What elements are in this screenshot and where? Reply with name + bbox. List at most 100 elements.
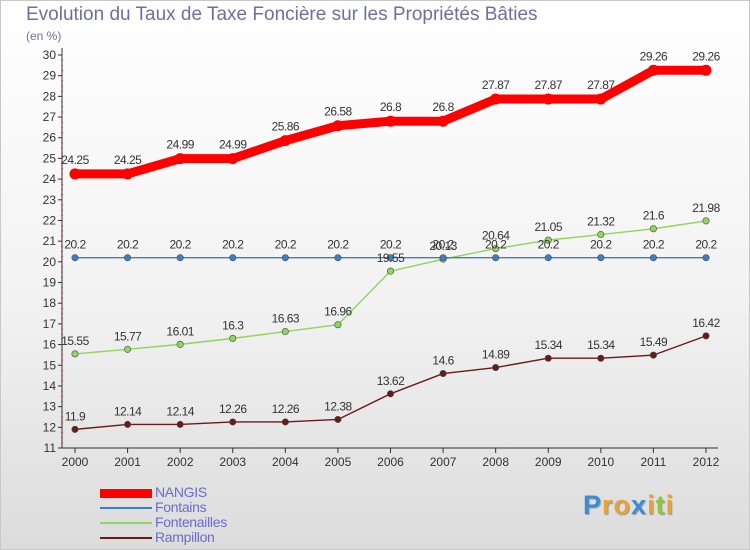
data-label-fontains: 20.2: [222, 238, 244, 252]
data-point-rampillon: [597, 354, 605, 362]
y-tick-label: 20: [43, 255, 57, 269]
data-point-nangis: [174, 153, 186, 165]
data-point-nangis: [647, 64, 659, 76]
chart-title: Evolution du Taux de Taxe Foncière sur l…: [26, 4, 538, 25]
data-point-fontenailles: [649, 225, 657, 233]
data-point-nangis: [122, 168, 134, 180]
y-tick-label: 24: [43, 172, 57, 186]
data-point-nangis: [490, 93, 502, 105]
brand-letter: i: [647, 490, 656, 520]
data-label-rampillon: 15.34: [587, 338, 615, 352]
data-point-rampillon: [229, 418, 237, 426]
data-label-fontenailles: 20.13: [429, 239, 457, 253]
y-tick-label: 11: [44, 441, 57, 455]
data-point-fontains: [176, 254, 184, 262]
data-label-rampillon: 11.9: [65, 409, 86, 423]
data-label-rampillon: 13.62: [377, 374, 405, 388]
data-point-fontains: [597, 254, 605, 262]
data-label-nangis: 29.26: [640, 49, 668, 63]
data-label-nangis: 26.8: [380, 100, 402, 114]
data-label-rampillon: 16.42: [692, 316, 720, 330]
data-label-rampillon: 12.38: [324, 399, 352, 413]
legend-label-rampillon: Rampillon: [155, 529, 215, 545]
data-point-fontenailles: [544, 236, 552, 244]
brand-logo: Proxiti: [583, 490, 674, 521]
x-tick-label: 2004: [272, 455, 299, 469]
y-tick-label: 17: [43, 317, 57, 331]
x-tick-label: 2005: [325, 455, 352, 469]
x-tick-label: 2008: [482, 455, 509, 469]
data-point-fontains: [229, 254, 237, 262]
data-point-fontenailles: [281, 328, 289, 336]
data-point-rampillon: [649, 351, 657, 359]
data-point-fontains: [492, 254, 500, 262]
data-label-nangis: 24.25: [114, 153, 142, 167]
brand-letter: P: [583, 490, 603, 520]
data-point-nangis: [595, 93, 607, 105]
data-label-nangis: 25.86: [272, 120, 300, 134]
data-point-nangis: [437, 115, 449, 127]
data-point-nangis: [279, 135, 291, 147]
data-label-fontains: 20.2: [327, 238, 349, 252]
data-label-fontains: 20.2: [643, 238, 665, 252]
data-label-rampillon: 14.6: [432, 354, 454, 368]
data-point-nangis: [227, 153, 239, 165]
y-tick-label: 19: [43, 276, 57, 290]
chart-subtitle: (en %): [26, 29, 62, 43]
data-point-fontenailles: [334, 321, 342, 329]
data-point-rampillon: [71, 425, 79, 433]
x-tick-label: 2003: [219, 455, 246, 469]
data-point-fontains: [124, 254, 132, 262]
y-tick-label: 25: [43, 151, 57, 165]
y-tick-label: 18: [43, 296, 57, 310]
x-tick-label: 2002: [167, 455, 194, 469]
x-tick-label: 2010: [587, 455, 614, 469]
data-label-fontenailles: 15.77: [114, 329, 142, 343]
legend-label-nangis: NANGIS: [155, 484, 207, 500]
axes: 11 12 13 14 15 16 17 18 19 20 21 22 23 24 25 26 27 28 29 30…: [43, 48, 720, 469]
data-labels-layer: 11.9 12.14 12.14 12.26 12.26 12.38 13.62 14.6 14…: [61, 49, 721, 423]
y-tick-label: 26: [43, 131, 57, 145]
data-label-fontenailles: 21.32: [587, 215, 615, 229]
data-label-fontains: 20.2: [117, 238, 139, 252]
y-tick-label: 15: [43, 358, 57, 372]
data-point-fontains: [439, 254, 447, 262]
data-point-fontenailles: [124, 345, 132, 353]
data-label-rampillon: 15.34: [534, 338, 562, 352]
y-tick-label: 14: [43, 379, 57, 393]
legend-swatch-fontenailles: [100, 522, 152, 524]
data-label-fontains: 20.2: [169, 238, 191, 252]
y-tick-label: 13: [43, 400, 57, 414]
data-point-rampillon: [124, 420, 132, 428]
data-label-fontenailles: 21.98: [692, 201, 720, 215]
data-point-fontenailles: [386, 267, 394, 275]
data-label-nangis: 27.87: [587, 78, 615, 92]
data-point-nangis: [69, 168, 81, 180]
series-layer: [69, 64, 712, 433]
data-label-rampillon: 12.26: [272, 402, 300, 416]
data-label-fontenailles: 20.64: [482, 229, 510, 243]
data-point-rampillon: [176, 420, 184, 428]
y-tick-label: 12: [43, 420, 57, 434]
data-label-fontenailles: 21.6: [643, 209, 665, 223]
legend-swatch-rampillon: [100, 537, 152, 539]
x-tick-label: 2011: [641, 455, 667, 469]
x-tick-label: 2000: [62, 455, 89, 469]
data-point-rampillon: [702, 332, 710, 340]
data-point-fontenailles: [229, 334, 237, 342]
data-label-fontains: 20.2: [695, 238, 717, 252]
data-point-fontains: [386, 254, 394, 262]
data-point-fontains: [334, 254, 342, 262]
data-point-nangis: [700, 64, 712, 76]
legend-swatch-nangis: [100, 488, 152, 498]
data-label-fontains: 20.2: [590, 238, 612, 252]
x-tick-label: 2009: [535, 455, 562, 469]
data-point-fontains: [71, 254, 79, 262]
data-point-fontenailles: [71, 350, 79, 358]
data-point-fontenailles: [702, 217, 710, 225]
data-label-nangis: 26.8: [432, 100, 454, 114]
data-point-fontains: [281, 254, 289, 262]
legend-label-fontains: Fontains: [155, 499, 207, 515]
